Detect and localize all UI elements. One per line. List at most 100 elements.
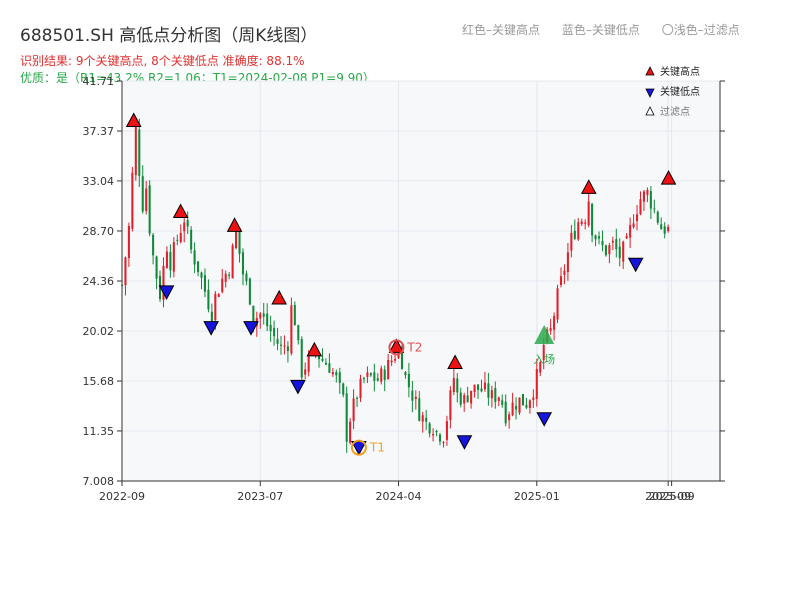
key-low-marker [203, 321, 219, 336]
candle-body [636, 214, 639, 222]
candle-body [197, 261, 200, 273]
candle-body [542, 344, 545, 361]
candle-body [152, 234, 155, 256]
candle-body [587, 201, 590, 226]
candle-body [566, 252, 569, 273]
candle-body [224, 273, 227, 282]
candle-body [190, 229, 193, 250]
candle-body [390, 360, 393, 363]
candle-body [470, 390, 473, 404]
candle-body [231, 245, 234, 279]
candle-body [193, 250, 196, 265]
legend-filtered-label: 过滤点 [660, 105, 690, 118]
candle-body [262, 313, 265, 317]
candle-body [632, 223, 635, 228]
candle-body [155, 256, 158, 279]
candle-body [273, 327, 276, 337]
candle-body [172, 242, 175, 272]
candle-body [421, 415, 424, 422]
candle-body [124, 257, 127, 286]
legend-high-symbol [645, 66, 655, 76]
candle-body [183, 222, 186, 232]
candle-body [387, 360, 390, 380]
candle-body [297, 325, 300, 341]
candle-body [553, 316, 556, 330]
candle-body [300, 338, 303, 378]
key-low-marker [536, 412, 553, 427]
candle-body [342, 383, 345, 395]
candle-body [411, 390, 414, 401]
candle-body [663, 226, 666, 234]
candle-body [625, 235, 628, 239]
key-high-marker [660, 170, 677, 185]
candle-body [580, 221, 583, 225]
candle-body [200, 272, 203, 278]
candle-body [508, 414, 511, 421]
y-tick-label: 33.04 [83, 175, 115, 188]
candle-body [356, 397, 359, 399]
candle-body [134, 126, 137, 176]
candle-body [559, 276, 563, 286]
candle-body [269, 324, 272, 332]
key-low-marker [627, 257, 644, 273]
candle-body [338, 372, 341, 383]
candle-body [490, 390, 493, 399]
candle-body [584, 222, 587, 224]
x-tick-label: 2022-09 [99, 490, 145, 503]
candle-body [286, 346, 289, 352]
candle-body [494, 388, 497, 402]
candle-body [304, 369, 307, 375]
candle-body [141, 176, 144, 212]
y-tick-label: 15.68 [83, 375, 115, 388]
candle-body [131, 172, 134, 229]
candle-body [290, 305, 293, 354]
chart-title: 688501.SH 高低点分析图（周K线图） [20, 26, 318, 46]
candle-body [466, 395, 469, 402]
candle-body [321, 358, 324, 361]
candle-body [317, 355, 321, 360]
key-high-marker [125, 112, 142, 127]
candle-body [331, 372, 334, 375]
candles [120, 118, 670, 453]
candle-body [394, 359, 397, 361]
candle-body [165, 251, 168, 268]
candle-body [649, 191, 652, 209]
candle-body [532, 397, 535, 400]
candle-body [428, 423, 431, 434]
candle-body [228, 274, 231, 276]
candle-body [476, 384, 480, 390]
candle-body [279, 344, 283, 346]
candle-body [362, 378, 366, 380]
candle-body [238, 231, 241, 254]
candle-body [487, 383, 490, 398]
candle-body [515, 405, 518, 410]
candle-body [591, 203, 594, 236]
candle-body [276, 339, 279, 344]
candle-body [452, 377, 455, 393]
y-tick-label: 28.70 [83, 225, 115, 238]
candle-body [366, 372, 369, 377]
candle-body [549, 328, 552, 331]
candle-body [266, 313, 269, 327]
candle-body [646, 189, 649, 195]
candle-body [570, 232, 573, 251]
candle-body [221, 278, 224, 292]
candle-body [667, 226, 670, 232]
y-tick-label: 7.008 [83, 475, 115, 488]
candle-body [207, 289, 210, 310]
candle-body [328, 363, 331, 373]
candle-body [376, 378, 379, 381]
key-high-marker [388, 338, 405, 353]
key-high-marker [306, 341, 323, 357]
key-high-marker [580, 179, 597, 194]
candle-body [639, 199, 642, 215]
candle-body [521, 394, 525, 406]
x-tick-label: 2025-01 [514, 490, 560, 503]
candle-body [597, 236, 601, 239]
candle-body [442, 442, 445, 444]
candle-body [162, 265, 165, 300]
recognition-summary: 识别结果: 9个关键高点, 8个关键低点 准确度: 88.1% [20, 54, 305, 68]
entry-label: 入场 [533, 352, 555, 366]
y-tick-label: 41.71 [83, 75, 115, 88]
